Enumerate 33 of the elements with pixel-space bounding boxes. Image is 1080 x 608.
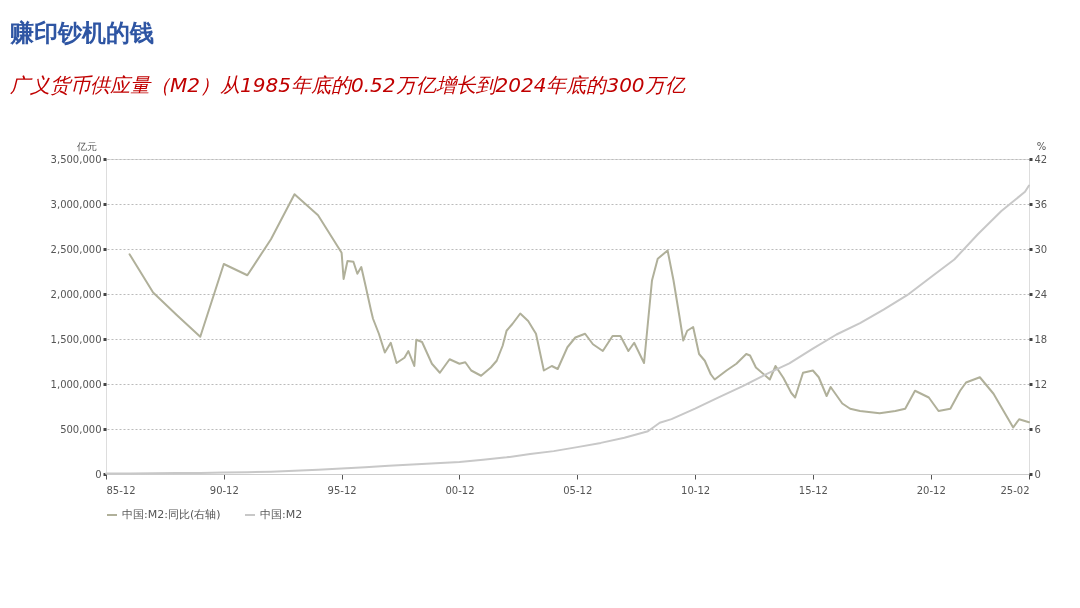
y2-tick-label: 18 (1034, 333, 1048, 345)
x-tick-label: 25-02 (1000, 484, 1030, 496)
y-tick-label: 500,000 (60, 423, 102, 435)
y2-tick-label: 36 (1034, 198, 1048, 210)
y2-tick-label: 24 (1034, 288, 1048, 300)
y-tick-label: 0 (95, 468, 102, 480)
chart-title: 赚印钞机的钱 (9, 19, 155, 47)
x-tick-label: 15-12 (798, 484, 828, 496)
x-tick-label: 10-12 (681, 484, 711, 496)
x-tick-label: 05-12 (563, 484, 593, 496)
y-axis-title: 亿元 (75, 140, 97, 152)
y2-tick-label: 0 (1034, 468, 1041, 480)
x-tick-label: 20-12 (916, 484, 946, 496)
line-series (105, 184, 1030, 475)
y2-tick-label: 12 (1034, 378, 1048, 390)
legend-label: 中国:M2:同比(右轴) (122, 508, 221, 521)
line-series (128, 193, 1030, 429)
y-tick-label: 2,500,000 (50, 243, 102, 255)
x-tick-label: 90-12 (209, 484, 239, 496)
y-tick-label: 1,500,000 (50, 333, 102, 345)
y2-tick-label: 42 (1034, 153, 1048, 165)
x-tick-label: 00-12 (445, 484, 475, 496)
chart-subtitle: 广义货币供应量（M2）从1985年底的0.52万亿增长到2024年底的300万亿 (10, 73, 686, 97)
y-tick-label: 3,000,000 (50, 198, 102, 210)
y-tick-label: 3,500,000 (50, 153, 102, 165)
legend-label: 中国:M2 (260, 508, 303, 521)
y2-axis-title: % (1036, 140, 1047, 152)
y-tick-label: 2,000,000 (50, 288, 102, 300)
x-tick-label: 95-12 (327, 484, 357, 496)
y-tick-label: 1,000,000 (50, 378, 102, 390)
y2-tick-label: 30 (1034, 243, 1048, 255)
x-tick-label: 85-12 (106, 484, 136, 496)
y2-tick-label: 6 (1034, 423, 1041, 435)
